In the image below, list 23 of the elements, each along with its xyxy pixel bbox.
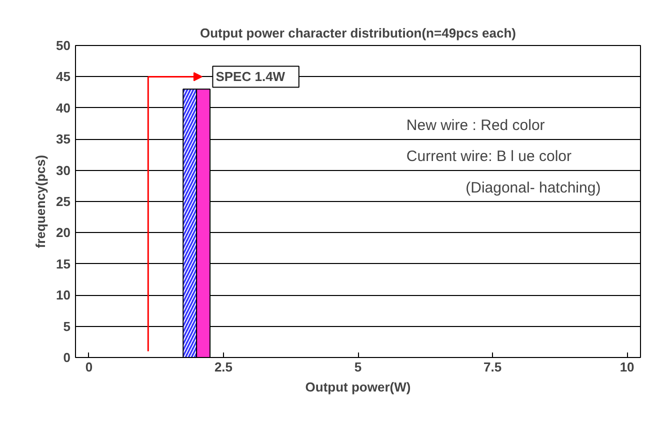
y-tick-label: 10 (56, 288, 71, 303)
x-tick-label: 5 (354, 360, 362, 374)
x-tick-label: 2.5 (214, 360, 233, 374)
y-tick-label: 30 (56, 162, 71, 178)
x-tick-label: 10 (620, 360, 634, 374)
y-tick-label: 20 (56, 225, 71, 240)
y-tick-label: 5 (63, 318, 71, 334)
chart-title: Output power character distribution(n=49pcs each) (200, 26, 516, 40)
x-tick-label: 7.5 (483, 360, 502, 374)
x-tick-label: 0 (85, 360, 93, 374)
x-axis-title: Output power(W) (305, 380, 411, 394)
annotation: Current wire: B l ue color (406, 148, 572, 166)
y-axis-title: frequency(pcs) (33, 154, 48, 248)
y-tick-label: 40 (56, 100, 71, 116)
annotation: New wire : Red color (406, 116, 545, 134)
y-tick-label: 50 (56, 38, 71, 53)
annotation: (Diagonal- hatching) (466, 179, 601, 196)
y-tick-label: 0 (63, 350, 71, 365)
ref-line-label: SPEC 1.4W (216, 69, 286, 84)
y-tick-label: 35 (56, 132, 71, 147)
y-tick-label: 45 (56, 69, 71, 84)
y-tick-label: 25 (56, 194, 71, 209)
y-tick-label: 15 (56, 256, 71, 272)
